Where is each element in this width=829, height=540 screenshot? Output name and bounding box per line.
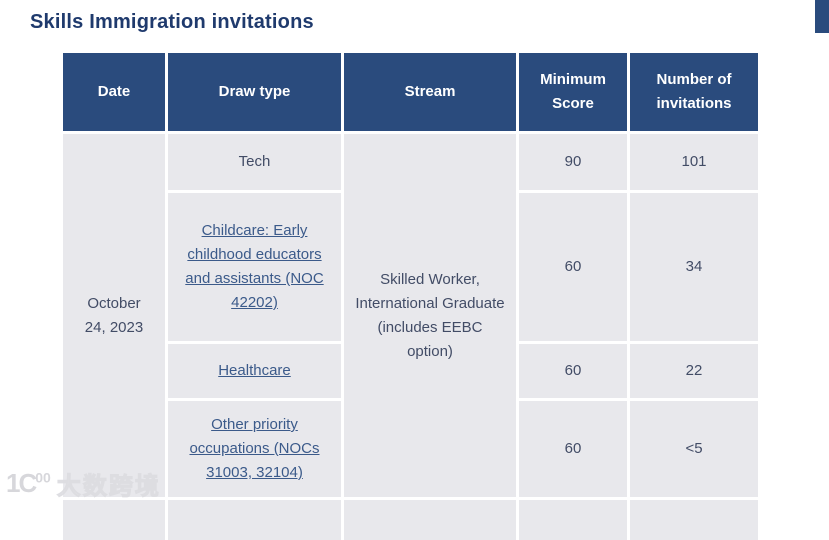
column-header-minimum-score: Minimum Score [519,53,627,131]
draw-type-childcare-link[interactable]: Childcare: Early childhood educators and… [185,222,324,311]
invitations-cell: <5 [630,401,758,497]
minimum-score-value: 90 [564,153,582,170]
date-value: October 24, 2023 [84,294,144,336]
watermark-logo-icon: 1C00 [6,468,51,498]
clipped-next-row-cell [63,500,165,540]
column-header-invitations: Number of invitations [630,53,758,131]
column-header-minimum-score-label: Minimum Score [540,71,606,112]
minimum-score-cell: 60 [519,401,627,497]
scrollbar-track[interactable] [815,0,829,504]
column-header-date-label: Date [97,83,131,100]
invitations-cell: 34 [630,193,758,341]
minimum-score-cell: 60 [519,193,627,341]
column-header-stream: Stream [344,53,516,131]
column-header-draw-type: Draw type [168,53,341,131]
minimum-score-value: 60 [564,362,582,379]
invitations-cell: 101 [630,134,758,190]
date-cell: October 24, 2023 [63,134,165,497]
draw-type-healthcare-link[interactable]: Healthcare [218,362,291,379]
column-header-invitations-label: Number of invitations [656,71,732,112]
draw-type-cell-other-priority: Other priority occupations (NOCs 31003, … [168,401,341,497]
minimum-score-value: 60 [564,258,582,275]
minimum-score-value: 60 [564,440,582,457]
stream-cell: Skilled Worker, International Graduate (… [344,134,516,497]
draw-type-tech-label: Tech [238,153,271,170]
minimum-score-cell: 90 [519,134,627,190]
draw-type-other-priority-link[interactable]: Other priority occupations (NOCs 31003, … [189,416,320,481]
scrollbar-thumb[interactable] [815,0,829,33]
invitations-value: <5 [685,440,703,457]
column-header-date: Date [63,53,165,131]
clipped-next-row-cell [168,500,341,540]
column-header-draw-type-label: Draw type [218,83,291,100]
clipped-next-row-cell [630,500,758,540]
invitations-value: 101 [681,153,707,170]
clipped-next-row-cell [519,500,627,540]
minimum-score-cell: 60 [519,344,627,398]
invitations-table: Date Draw type Stream Minimum Score Numb… [63,53,758,540]
draw-type-cell-healthcare: Healthcare [168,344,341,398]
column-header-stream-label: Stream [404,83,456,100]
invitations-value: 34 [685,258,703,275]
draw-type-cell-childcare: Childcare: Early childhood educators and… [168,193,341,341]
page-title: Skills Immigration invitations [30,11,314,33]
stream-value: Skilled Worker, International Graduate (… [355,270,505,360]
draw-type-cell-tech: Tech [168,134,341,190]
clipped-next-row-cell [344,500,516,540]
invitations-cell: 22 [630,344,758,398]
invitations-value: 22 [685,362,703,379]
